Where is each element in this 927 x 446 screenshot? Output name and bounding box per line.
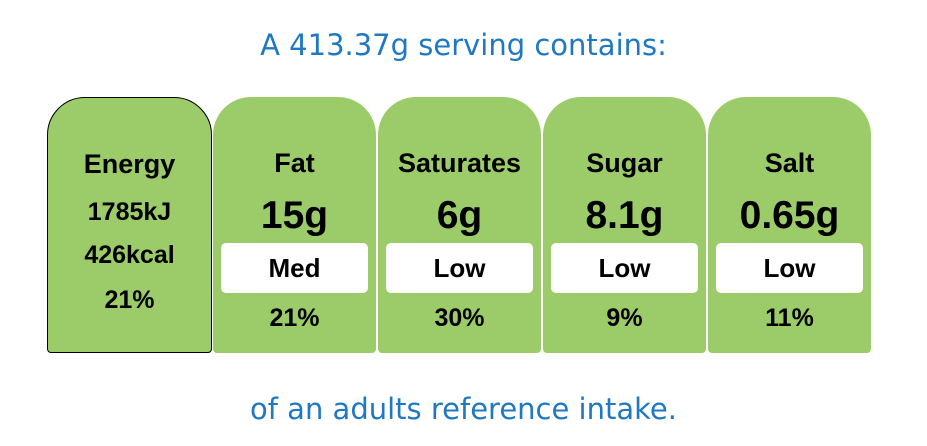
energy-kj: 1785kJ — [87, 198, 172, 226]
nutrient-percent: 21% — [269, 304, 320, 332]
footer: of an adults reference intake. — [250, 392, 677, 426]
nutrient-amount: 15g — [260, 194, 329, 237]
energy-panel: Energy 1785kJ 426kcal 21% — [47, 97, 212, 353]
nutrient-panel: Salt 0.65g Low 11% — [708, 97, 871, 353]
level-box: Med — [221, 243, 368, 293]
nutrient-percent: 11% — [765, 304, 814, 332]
level-box: Low — [716, 243, 863, 293]
nutrient-percent: 9% — [606, 304, 643, 332]
energy-kcal: 426kcal — [84, 241, 175, 269]
nutrient-amount: 6g — [436, 194, 483, 237]
nutrient-level: Med — [268, 253, 321, 283]
nutrient-name: Fat — [274, 148, 315, 178]
nutrient-panel: Sugar 8.1g Low 9% — [543, 97, 706, 353]
energy-label: Energy — [83, 149, 176, 179]
nutrient-level: Low — [433, 253, 486, 283]
nutrient-level: Low — [598, 253, 651, 283]
level-box: Low — [551, 243, 698, 293]
nutrient-percent: 30% — [434, 304, 485, 332]
nutrient-level: Low — [763, 253, 816, 283]
nutrient-panel: Saturates 6g Low 30% — [378, 97, 541, 353]
level-box: Low — [386, 243, 533, 293]
nutrient-amount: 0.65g — [739, 194, 840, 237]
nutrient-amount: 8.1g — [585, 194, 664, 237]
nutrient-name: Sugar — [586, 148, 663, 178]
header: A 413.37g serving contains: — [260, 28, 667, 62]
nutrient-panel: Fat 15g Med 21% — [213, 97, 376, 353]
nutrient-name: Salt — [764, 148, 815, 178]
nutrient-name: Saturates — [397, 148, 522, 178]
energy-percent: 21% — [104, 286, 155, 314]
